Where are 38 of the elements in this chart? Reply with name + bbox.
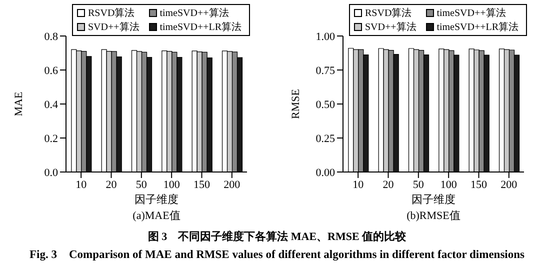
y-axis-title: MAE	[12, 92, 25, 116]
legend-label: timeSVD++LR算法	[158, 20, 243, 34]
y-tick-label: 1.00	[316, 30, 336, 43]
x-tick-label: 200	[224, 178, 241, 191]
y-axis-title: RMSE	[290, 88, 302, 119]
x-tick-label: 150	[470, 178, 488, 191]
y-tick-label: 0.00	[316, 166, 336, 179]
y-tick-label: 0.4	[44, 98, 58, 111]
x-tick-label: 20	[106, 178, 118, 191]
x-tick-label: 10	[352, 178, 364, 191]
y-tick-label: 0.50	[316, 98, 336, 111]
x-tick-label: 200	[500, 178, 518, 191]
legend-label: timeSVD++算法	[436, 6, 507, 20]
x-tick-label: 100	[440, 178, 458, 191]
legend-label: SVD++算法	[364, 20, 418, 34]
x-tick-label: 50	[136, 178, 148, 191]
text: (a)MAE值	[132, 209, 182, 223]
caption: 图 3 不同因子维度下各算法 MAE、RMSE 值的比较	[146, 230, 408, 244]
x-axis-title: 因子维度	[410, 193, 456, 207]
legend-label: RSVD算法	[87, 6, 136, 20]
y-tick-label: 0.25	[316, 132, 336, 145]
legend-label: RSVD算法	[364, 6, 413, 20]
y-tick-label: 0.8	[44, 30, 58, 43]
y-tick-label: 0.2	[44, 132, 58, 145]
y-tick-label: 0.75	[316, 64, 336, 77]
legend-label: SVD++算法	[87, 20, 140, 34]
x-tick-label: 150	[194, 178, 210, 191]
x-tick-label: 100	[163, 178, 180, 191]
y-tick-label: 0.6	[44, 64, 58, 77]
caption: Fig. 3 Comparison of MAE and RMSE values of different algorithms in different factor dimensions	[28, 248, 526, 262]
x-tick-label: 10	[76, 178, 88, 191]
x-tick-label: 20	[382, 178, 394, 191]
x-tick-label: 50	[412, 178, 424, 191]
y-tick-label: 0.0	[44, 166, 58, 179]
x-axis-title: 因子维度	[134, 193, 180, 207]
text: (b)RMSE值	[406, 209, 462, 223]
legend-label: timeSVD++算法	[158, 6, 230, 20]
legend-label: timeSVD++LR算法	[436, 20, 520, 34]
